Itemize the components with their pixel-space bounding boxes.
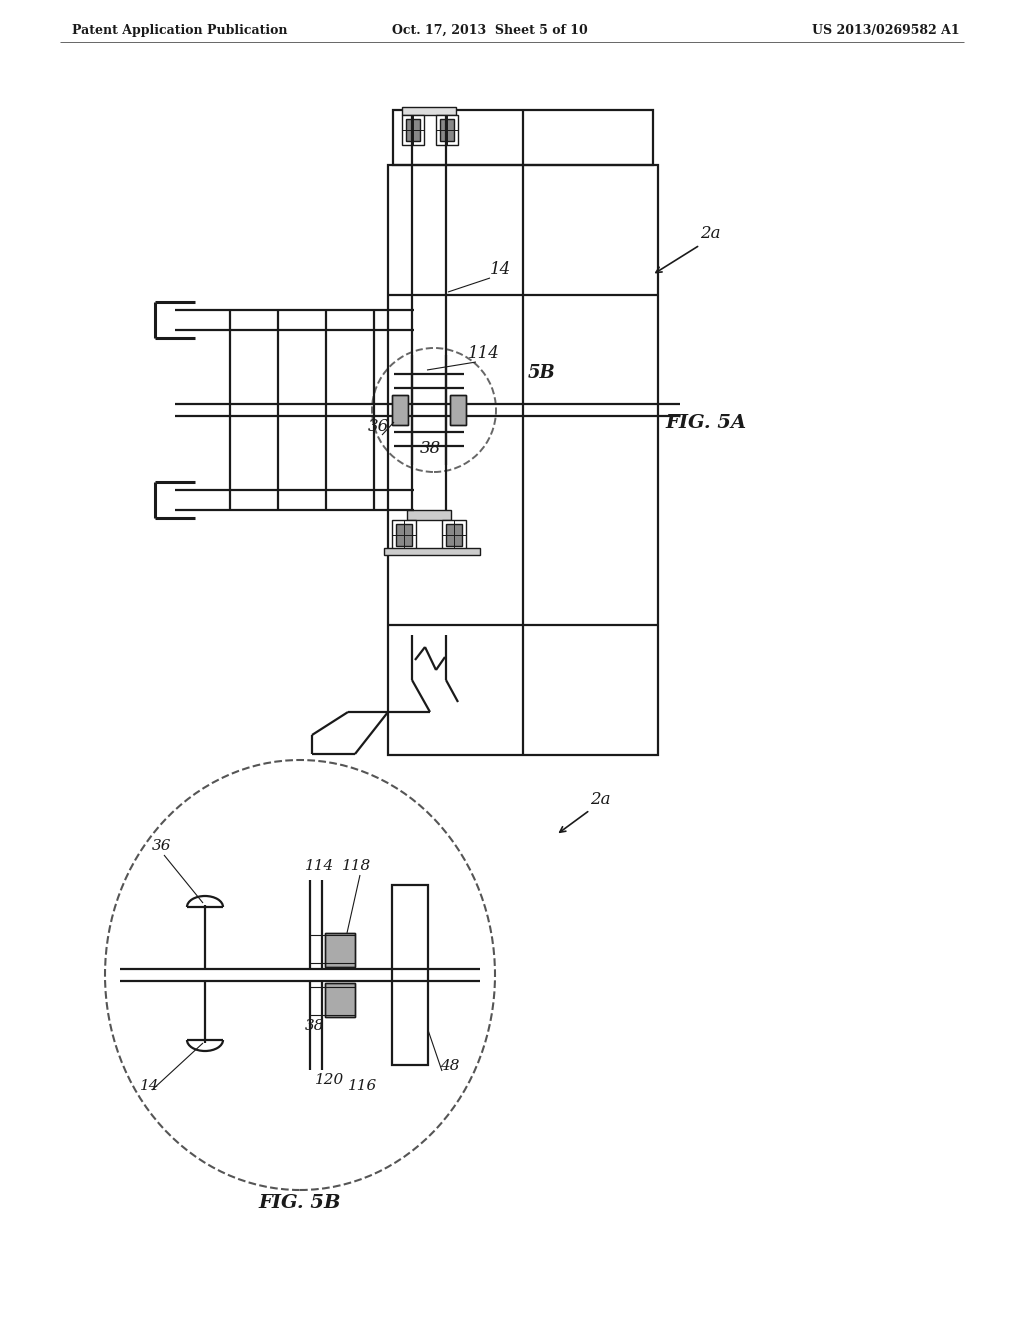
- Bar: [325, 933, 355, 968]
- Text: 2a: 2a: [590, 791, 610, 808]
- Text: 5B: 5B: [528, 364, 556, 381]
- Text: FIG. 5A: FIG. 5A: [665, 414, 746, 432]
- Bar: [450, 395, 466, 425]
- Bar: [446, 524, 462, 546]
- Bar: [436, 115, 458, 145]
- Bar: [388, 165, 658, 755]
- Text: 118: 118: [342, 859, 372, 873]
- Ellipse shape: [105, 760, 495, 1191]
- Bar: [440, 119, 454, 141]
- Bar: [392, 395, 408, 425]
- Bar: [392, 884, 428, 1065]
- Text: US 2013/0269582 A1: US 2013/0269582 A1: [812, 24, 961, 37]
- Text: FIG. 5B: FIG. 5B: [259, 1195, 341, 1212]
- Text: 38: 38: [305, 1019, 325, 1034]
- Text: 36: 36: [152, 840, 171, 853]
- Bar: [392, 395, 408, 425]
- Text: 2a: 2a: [700, 224, 721, 242]
- Text: 116: 116: [348, 1078, 377, 1093]
- Bar: [393, 110, 653, 165]
- Bar: [406, 119, 420, 141]
- Text: 114: 114: [468, 345, 500, 362]
- Bar: [384, 548, 480, 554]
- Bar: [325, 983, 355, 1016]
- Text: 48: 48: [440, 1059, 460, 1073]
- Bar: [402, 107, 456, 115]
- Bar: [325, 933, 355, 968]
- Bar: [407, 510, 451, 520]
- Bar: [325, 983, 355, 1016]
- Text: 120: 120: [315, 1073, 344, 1086]
- Bar: [450, 395, 466, 425]
- Bar: [392, 520, 416, 550]
- Text: 38: 38: [420, 440, 441, 457]
- Bar: [396, 524, 412, 546]
- Text: 14: 14: [490, 261, 511, 279]
- Text: 114: 114: [305, 859, 334, 873]
- Text: Oct. 17, 2013  Sheet 5 of 10: Oct. 17, 2013 Sheet 5 of 10: [392, 24, 588, 37]
- Bar: [442, 520, 466, 550]
- Text: Patent Application Publication: Patent Application Publication: [72, 24, 288, 37]
- Text: 36: 36: [368, 418, 389, 436]
- Bar: [402, 115, 424, 145]
- Text: 14: 14: [140, 1078, 160, 1093]
